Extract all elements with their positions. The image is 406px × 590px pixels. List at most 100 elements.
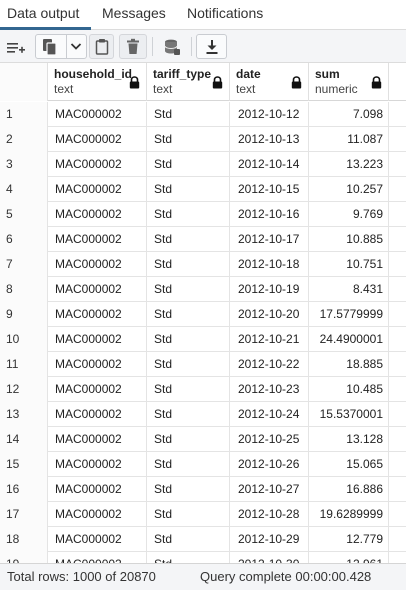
cell-sum[interactable]: 9.769: [309, 202, 389, 227]
column-header-sum[interactable]: sum numeric: [309, 63, 389, 101]
cell-sum[interactable]: 10.257: [309, 177, 389, 202]
cell-household-id[interactable]: MAC000002: [48, 427, 147, 452]
cell-sum[interactable]: 11.087: [309, 127, 389, 152]
cell-tariff-type[interactable]: Std: [147, 452, 230, 477]
cell-sum[interactable]: 10.751: [309, 252, 389, 277]
chevron-down-icon[interactable]: [70, 42, 82, 51]
cell-date[interactable]: 2012-10-29: [230, 527, 309, 552]
copy-icon[interactable]: [42, 38, 58, 56]
table-row[interactable]: 8 MAC000002 Std 2012-10-19 8.431: [0, 277, 406, 302]
cell-date[interactable]: 2012-10-26: [230, 452, 309, 477]
cell-household-id[interactable]: MAC000002: [48, 177, 147, 202]
row-number[interactable]: 17: [0, 502, 48, 527]
table-row[interactable]: 6 MAC000002 Std 2012-10-17 10.885: [0, 227, 406, 252]
row-number[interactable]: 1: [0, 102, 48, 127]
cell-date[interactable]: 2012-10-22: [230, 352, 309, 377]
paste-button[interactable]: [89, 34, 114, 59]
cell-household-id[interactable]: MAC000002: [48, 277, 147, 302]
cell-date[interactable]: 2012-10-18: [230, 252, 309, 277]
cell-tariff-type[interactable]: Std: [147, 152, 230, 177]
table-row[interactable]: 17 MAC000002 Std 2012-10-28 19.6289999: [0, 502, 406, 527]
table-row[interactable]: 7 MAC000002 Std 2012-10-18 10.751: [0, 252, 406, 277]
cell-date[interactable]: 2012-10-20: [230, 302, 309, 327]
table-row[interactable]: 13 MAC000002 Std 2012-10-24 15.5370001: [0, 402, 406, 427]
cell-sum[interactable]: 15.065: [309, 452, 389, 477]
row-number[interactable]: 5: [0, 202, 48, 227]
row-number[interactable]: 15: [0, 452, 48, 477]
cell-date[interactable]: 2012-10-14: [230, 152, 309, 177]
cell-date[interactable]: 2012-10-19: [230, 277, 309, 302]
row-number[interactable]: 3: [0, 152, 48, 177]
cell-date[interactable]: 2012-10-25: [230, 427, 309, 452]
table-row[interactable]: 15 MAC000002 Std 2012-10-26 15.065: [0, 452, 406, 477]
save-data-button[interactable]: [157, 34, 187, 59]
download-button[interactable]: [196, 34, 227, 59]
table-row[interactable]: 1 MAC000002 Std 2012-10-12 7.098: [0, 102, 406, 127]
cell-household-id[interactable]: MAC000002: [48, 152, 147, 177]
delete-button[interactable]: [119, 34, 147, 59]
row-number[interactable]: 6: [0, 227, 48, 252]
cell-tariff-type[interactable]: Std: [147, 102, 230, 127]
cell-sum[interactable]: 18.885: [309, 352, 389, 377]
row-number[interactable]: 19: [0, 552, 48, 563]
table-row[interactable]: 16 MAC000002 Std 2012-10-27 16.886: [0, 477, 406, 502]
row-number[interactable]: 4: [0, 177, 48, 202]
row-number-header[interactable]: [0, 63, 48, 101]
cell-sum[interactable]: 12.779: [309, 527, 389, 552]
cell-sum[interactable]: 8.431: [309, 277, 389, 302]
cell-date[interactable]: 2012-10-30: [230, 552, 309, 563]
row-number[interactable]: 7: [0, 252, 48, 277]
table-row[interactable]: 14 MAC000002 Std 2012-10-25 13.128: [0, 427, 406, 452]
cell-household-id[interactable]: MAC000002: [48, 477, 147, 502]
cell-tariff-type[interactable]: Std: [147, 377, 230, 402]
add-row-button[interactable]: [2, 34, 30, 59]
cell-sum[interactable]: 10.485: [309, 377, 389, 402]
tab-notifications[interactable]: Notifications: [187, 5, 264, 21]
table-row[interactable]: 18 MAC000002 Std 2012-10-29 12.779: [0, 527, 406, 552]
row-number[interactable]: 14: [0, 427, 48, 452]
cell-household-id[interactable]: MAC000002: [48, 327, 147, 352]
cell-date[interactable]: 2012-10-23: [230, 377, 309, 402]
cell-household-id[interactable]: MAC000002: [48, 202, 147, 227]
cell-date[interactable]: 2012-10-27: [230, 477, 309, 502]
row-number[interactable]: 8: [0, 277, 48, 302]
cell-household-id[interactable]: MAC000002: [48, 527, 147, 552]
table-row[interactable]: 10 MAC000002 Std 2012-10-21 24.4900001: [0, 327, 406, 352]
cell-household-id[interactable]: MAC000002: [48, 402, 147, 427]
table-row[interactable]: 5 MAC000002 Std 2012-10-16 9.769: [0, 202, 406, 227]
row-number[interactable]: 13: [0, 402, 48, 427]
tab-messages[interactable]: Messages: [102, 5, 166, 21]
row-number[interactable]: 16: [0, 477, 48, 502]
cell-tariff-type[interactable]: Std: [147, 327, 230, 352]
cell-sum[interactable]: 12.961: [309, 552, 389, 563]
cell-date[interactable]: 2012-10-21: [230, 327, 309, 352]
cell-household-id[interactable]: MAC000002: [48, 102, 147, 127]
cell-sum[interactable]: 7.098: [309, 102, 389, 127]
cell-sum[interactable]: 10.885: [309, 227, 389, 252]
cell-sum[interactable]: 13.128: [309, 427, 389, 452]
cell-household-id[interactable]: MAC000002: [48, 227, 147, 252]
cell-date[interactable]: 2012-10-15: [230, 177, 309, 202]
cell-tariff-type[interactable]: Std: [147, 402, 230, 427]
cell-tariff-type[interactable]: Std: [147, 177, 230, 202]
cell-tariff-type[interactable]: Std: [147, 552, 230, 563]
cell-date[interactable]: 2012-10-28: [230, 502, 309, 527]
cell-household-id[interactable]: MAC000002: [48, 352, 147, 377]
table-row[interactable]: 12 MAC000002 Std 2012-10-23 10.485: [0, 377, 406, 402]
cell-tariff-type[interactable]: Std: [147, 302, 230, 327]
cell-tariff-type[interactable]: Std: [147, 477, 230, 502]
cell-date[interactable]: 2012-10-13: [230, 127, 309, 152]
cell-sum[interactable]: 24.4900001: [309, 327, 389, 352]
table-row[interactable]: 2 MAC000002 Std 2012-10-13 11.087: [0, 127, 406, 152]
table-row[interactable]: 4 MAC000002 Std 2012-10-15 10.257: [0, 177, 406, 202]
cell-sum[interactable]: 15.5370001: [309, 402, 389, 427]
table-row[interactable]: 19 MAC000002 Std 2012-10-30 12.961: [0, 552, 406, 563]
cell-sum[interactable]: 19.6289999: [309, 502, 389, 527]
cell-tariff-type[interactable]: Std: [147, 227, 230, 252]
row-number[interactable]: 2: [0, 127, 48, 152]
cell-tariff-type[interactable]: Std: [147, 127, 230, 152]
cell-tariff-type[interactable]: Std: [147, 277, 230, 302]
cell-tariff-type[interactable]: Std: [147, 527, 230, 552]
row-number[interactable]: 11: [0, 352, 48, 377]
table-row[interactable]: 11 MAC000002 Std 2012-10-22 18.885: [0, 352, 406, 377]
